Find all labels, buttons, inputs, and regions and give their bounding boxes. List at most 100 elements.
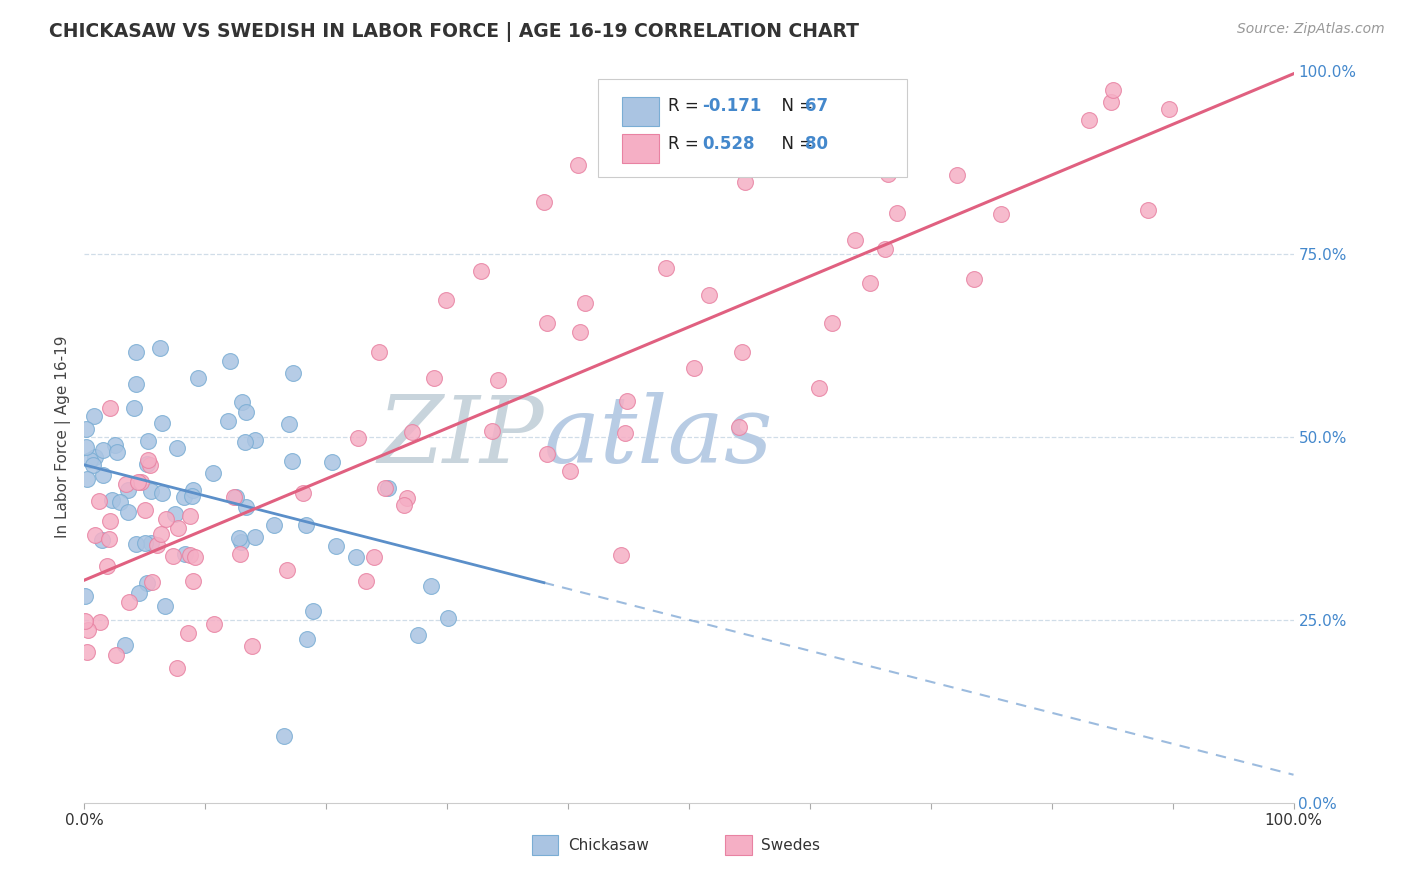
Point: [125, 377, 148, 392]
Point: [228, 531, 250, 545]
Text: N =: N =: [770, 97, 818, 115]
Point: [179, 509, 201, 524]
Point: [105, 444, 128, 458]
Point: [283, 367, 305, 381]
Text: 80: 80: [806, 135, 828, 153]
Point: [79, 453, 101, 467]
Point: [844, 233, 866, 247]
Point: [263, 517, 285, 532]
Point: [486, 373, 509, 387]
Text: ZIP: ZIP: [377, 392, 544, 482]
Point: [1099, 95, 1122, 110]
Text: N =: N =: [770, 135, 818, 153]
Point: [1137, 203, 1160, 218]
Point: [150, 416, 173, 430]
Point: [231, 394, 253, 409]
Point: [873, 242, 896, 256]
Point: [294, 518, 316, 533]
Point: [396, 491, 419, 506]
Point: [122, 401, 145, 415]
Point: [406, 628, 429, 642]
Point: [363, 550, 385, 565]
Point: [150, 486, 173, 500]
Point: [302, 604, 325, 618]
Point: [98, 514, 121, 528]
Point: [401, 425, 423, 439]
Point: [281, 454, 304, 468]
Point: [139, 458, 162, 472]
Point: [292, 486, 315, 500]
Point: [225, 490, 247, 504]
Point: [697, 288, 720, 302]
Point: [166, 660, 188, 674]
Point: [877, 167, 900, 181]
Point: [136, 453, 159, 467]
Point: [217, 414, 239, 428]
Point: [90, 533, 112, 548]
Point: [98, 401, 121, 415]
Point: [124, 537, 146, 551]
Point: [682, 361, 704, 376]
Point: [245, 531, 267, 545]
Point: [166, 442, 188, 456]
FancyBboxPatch shape: [623, 134, 659, 163]
Point: [567, 157, 589, 171]
Point: [558, 464, 581, 478]
Point: [76, 472, 98, 486]
Point: [84, 450, 107, 464]
Point: [377, 481, 399, 495]
FancyBboxPatch shape: [623, 97, 659, 126]
Point: [173, 490, 195, 504]
Point: [83, 409, 105, 424]
Point: [273, 729, 295, 743]
Point: [75, 440, 97, 454]
Text: R =: R =: [668, 97, 704, 115]
Point: [136, 457, 159, 471]
Point: [278, 417, 301, 431]
Point: [859, 277, 882, 291]
Text: Swedes: Swedes: [762, 838, 821, 853]
Point: [187, 371, 209, 385]
Point: [84, 528, 107, 542]
Point: [655, 261, 678, 276]
Point: [141, 575, 163, 590]
Point: [73, 590, 96, 604]
Point: [91, 467, 114, 482]
Point: [162, 549, 184, 563]
Y-axis label: In Labor Force | Age 16-19: In Labor Force | Age 16-19: [55, 335, 72, 539]
Point: [321, 455, 343, 469]
Point: [422, 371, 444, 385]
Point: [134, 503, 156, 517]
Text: CHICKASAW VS SWEDISH IN LABOR FORCE | AGE 16-19 CORRELATION CHART: CHICKASAW VS SWEDISH IN LABOR FORCE | AG…: [49, 22, 859, 42]
Point: [173, 547, 195, 561]
FancyBboxPatch shape: [531, 835, 558, 855]
Point: [886, 206, 908, 220]
Point: [392, 498, 415, 512]
Point: [166, 521, 188, 535]
Point: [420, 579, 443, 593]
Point: [536, 447, 558, 461]
Point: [347, 430, 370, 444]
Point: [231, 535, 253, 549]
Point: [436, 611, 458, 625]
Point: [117, 505, 139, 519]
Point: [177, 626, 200, 640]
FancyBboxPatch shape: [725, 835, 752, 855]
Text: 0.528: 0.528: [702, 135, 755, 153]
Point: [235, 405, 257, 419]
Point: [218, 354, 240, 368]
Point: [613, 426, 636, 441]
Point: [179, 549, 201, 563]
Point: [201, 466, 224, 480]
Point: [105, 648, 128, 662]
Point: [202, 616, 225, 631]
Point: [114, 638, 136, 652]
Point: [1077, 112, 1099, 127]
Point: [240, 640, 263, 654]
Point: [98, 533, 121, 547]
Point: [104, 438, 127, 452]
Point: [276, 563, 298, 577]
Point: [139, 484, 162, 499]
Point: [93, 443, 115, 458]
Point: [963, 271, 986, 285]
